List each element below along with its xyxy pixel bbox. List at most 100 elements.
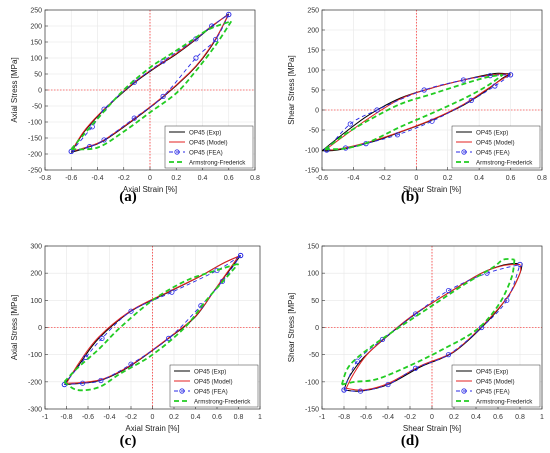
fea-marker	[101, 137, 107, 143]
series-af-lower-branch	[71, 20, 233, 151]
series-af-upper-branch	[340, 258, 515, 385]
fea-marker	[80, 380, 86, 386]
fea-marker	[468, 97, 474, 104]
x-tick-label: 0	[414, 175, 418, 182]
series-exp-upper-branch	[70, 13, 230, 153]
y-tick-label: 200	[30, 271, 42, 278]
x-tick-label: 0.4	[191, 414, 201, 421]
fea-marker	[357, 388, 364, 394]
legend-entry: OP45 (Exp)	[189, 129, 221, 136]
fea-marker	[385, 381, 391, 388]
y-tick-label: 250	[30, 8, 42, 15]
y-tick-label: -50	[32, 104, 42, 111]
fea-marker	[99, 335, 105, 341]
legend-box	[451, 364, 541, 408]
chart-panel: -0.6 -0.4 -0.2 0 0.2 0.4 0.6 0.8 -150 -100 -50 0 50 1…	[287, 8, 547, 195]
fea-marker	[83, 354, 89, 360]
y-tick-label: 50	[34, 72, 42, 79]
y-tick-label: 300	[30, 244, 42, 251]
legend-entry: OP45 (Model)	[476, 139, 515, 146]
y-tick-label: 100	[307, 271, 319, 278]
x-tick-label: -0.2	[404, 414, 416, 421]
y-tick-label: 0	[315, 325, 319, 332]
y-tick-label: -100	[28, 120, 42, 127]
y-tick-label: 0	[38, 88, 42, 95]
x-tick-label: 0.8	[234, 414, 244, 421]
legend-entry: OP45 (FEA)	[476, 149, 510, 156]
legend-marker	[174, 149, 180, 155]
fea-marker	[379, 336, 386, 343]
legend-entry: OP45 (Exp)	[476, 129, 508, 136]
y-tick-label: 150	[307, 244, 319, 251]
y-tick-label: -150	[28, 136, 42, 143]
legend-entry: OP45 (Model)	[194, 378, 233, 385]
x-axis-title: Axial Strain [%]	[125, 424, 179, 433]
chart-panel: -0.8 -0.6 -0.4 -0.2 0 0.2 0.4 0.6 0.8 -250 -200 -15…	[10, 8, 260, 195]
x-tick-label: 0.4	[198, 175, 208, 182]
fea-marker	[226, 11, 232, 18]
series-layer	[61, 252, 244, 392]
y-tick-label: 50	[311, 298, 319, 305]
y-axis-title: Axial Stress [MPa]	[10, 295, 19, 360]
y-tick-label: -200	[28, 152, 42, 159]
y-tick-label: -150	[305, 407, 319, 414]
fea-marker	[193, 55, 199, 61]
legend-marker	[461, 149, 467, 155]
x-tick-label: 0.8	[250, 175, 260, 182]
legend-marker	[461, 388, 467, 394]
legend-entry: Armstrong-Frederick	[476, 159, 533, 166]
y-tick-label: -50	[309, 352, 319, 359]
fea-marker	[445, 352, 452, 358]
series-model-upper-branch	[66, 255, 239, 384]
y-tick-label: -50	[309, 128, 319, 135]
y-tick-label: 150	[307, 48, 319, 55]
x-tick-label: 0	[148, 175, 152, 182]
series-af-upper-branch	[70, 20, 232, 150]
y-tick-label: -100	[305, 379, 319, 386]
x-tick-label: -0.6	[360, 414, 372, 421]
x-tick-label: -0.6	[316, 175, 328, 182]
y-axis-title: Shear Stress [MPa]	[287, 293, 296, 362]
x-tick-label: 0.2	[169, 414, 179, 421]
x-tick-label: -0.6	[65, 175, 77, 182]
y-tick-label: 0	[315, 108, 319, 115]
x-tick-label: 0.6	[493, 414, 503, 421]
x-tick-label: -0.4	[103, 414, 115, 421]
x-tick-label: 0.8	[515, 414, 525, 421]
fea-marker	[363, 141, 369, 147]
series-fea-upper-branch	[63, 255, 241, 385]
x-tick-label: -0.8	[39, 175, 51, 182]
chart-panel: -1 -0.8 -0.6 -0.4 -0.2 0 0.2 0.4 0.6 0.8 1 -150 -100…	[287, 244, 544, 434]
x-tick-label: 0.6	[224, 175, 234, 182]
x-tick-label: 0.4	[471, 414, 481, 421]
fea-marker	[412, 311, 419, 317]
y-tick-label: -150	[305, 168, 319, 175]
y-tick-label: 100	[30, 56, 42, 63]
y-tick-label: -200	[28, 379, 42, 386]
x-tick-label: -0.2	[379, 175, 391, 182]
fea-marker	[517, 261, 523, 268]
fea-marker	[374, 107, 380, 113]
legend-box	[164, 125, 254, 169]
fea-marker	[341, 387, 347, 393]
legend-entry: OP45 (Model)	[476, 378, 515, 385]
series-af-lower-branch	[325, 74, 504, 151]
fea-marker	[238, 252, 244, 259]
fea-marker	[219, 278, 225, 284]
fea-marker	[394, 132, 401, 138]
x-tick-label: 0.2	[449, 414, 459, 421]
x-tick-label: -0.4	[382, 414, 394, 421]
fea-marker	[128, 361, 134, 367]
legend-entry: Armstrong-Frederick	[189, 159, 246, 166]
x-tick-label: 0.6	[212, 414, 222, 421]
panel-label-c: (c)	[119, 433, 137, 449]
x-tick-label: 0.2	[443, 175, 453, 182]
x-tick-label: 0.6	[506, 175, 516, 182]
fea-marker	[98, 377, 104, 384]
chart-panel: -1 -0.8 -0.6 -0.4 -0.2 0 0.2 0.4 0.6 0.8 1 -300 -200…	[10, 244, 262, 434]
legend-entry: Armstrong-Frederick	[476, 398, 533, 405]
series-layer	[322, 72, 514, 153]
x-tick-label: 0	[430, 414, 434, 421]
series-fea-upper-branch	[343, 264, 521, 391]
